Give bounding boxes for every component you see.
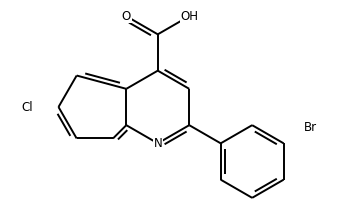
Text: N: N — [153, 137, 162, 150]
Text: Br: Br — [304, 121, 317, 134]
Text: O: O — [122, 10, 131, 23]
Text: OH: OH — [180, 10, 198, 23]
Text: Cl: Cl — [22, 101, 33, 113]
